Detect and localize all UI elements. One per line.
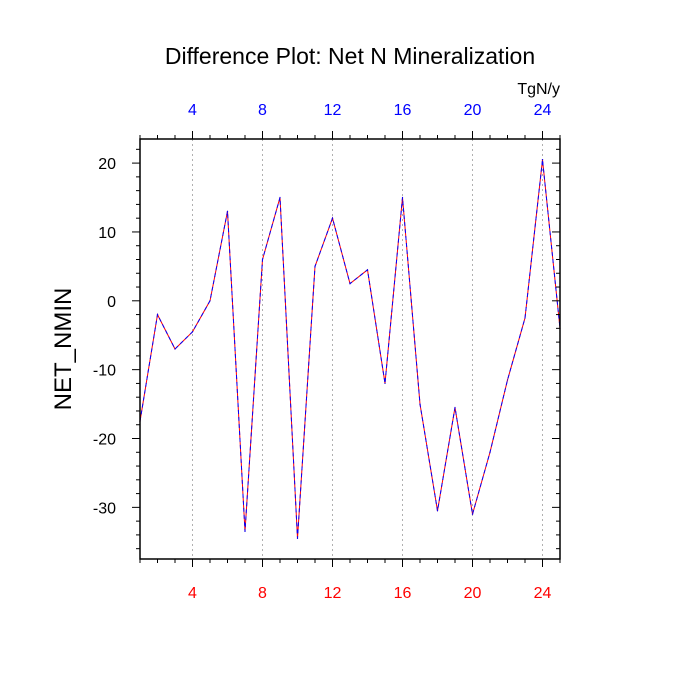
y-axis-label: NET_NMIN <box>50 288 77 411</box>
data-point <box>454 406 456 409</box>
chart-title: Difference Plot: Net N Mineralization <box>165 43 535 69</box>
y-tick-label: -30 <box>93 500 116 517</box>
y-tick-label: 0 <box>107 294 116 311</box>
data-point <box>366 269 369 271</box>
x-tick-label-bottom: 20 <box>464 585 482 602</box>
y-tick-label: 20 <box>98 156 116 173</box>
x-tick-label-bottom: 24 <box>534 585 552 602</box>
data-point <box>296 537 299 539</box>
data-point <box>384 382 386 385</box>
data-point <box>506 379 509 381</box>
y-tick-label: -10 <box>93 363 116 380</box>
data-point <box>331 217 334 219</box>
data-point <box>471 513 474 515</box>
tick-layer <box>132 131 561 567</box>
plot-frame <box>139 138 561 560</box>
data-point <box>261 258 264 261</box>
y-tick-label: -20 <box>93 432 116 449</box>
data-point <box>419 403 421 405</box>
x-tick-label-bottom: 8 <box>258 585 267 602</box>
data-point <box>541 159 544 161</box>
data-point <box>244 530 246 533</box>
data-point <box>489 451 491 453</box>
data-point <box>156 313 159 316</box>
y-tick-label: 10 <box>98 225 116 242</box>
x-tick-label-top: 4 <box>188 102 197 119</box>
data-point <box>349 282 351 285</box>
tick-label-layer: 4 4 8 8 12 12 16 16 20 20 24 24 20 10 0 -10 -20 -30 <box>93 102 552 602</box>
data-point <box>436 510 439 512</box>
x-tick-label-top: 16 <box>394 102 412 119</box>
x-tick-label-top: 20 <box>464 102 482 119</box>
grid-layer <box>192 139 543 559</box>
series-line-series_red <box>139 159 561 539</box>
x-tick-label-bottom: 4 <box>188 585 197 602</box>
series-layer <box>139 159 561 539</box>
x-tick-label-bottom: 16 <box>394 585 412 602</box>
x-tick-label-top: 8 <box>258 102 267 119</box>
units-label: TgN/y <box>517 81 560 98</box>
x-tick-label-bottom: 12 <box>324 585 342 602</box>
data-point <box>209 300 211 302</box>
x-tick-label-top: 12 <box>324 102 342 119</box>
data-point <box>314 265 316 267</box>
data-point <box>279 196 281 199</box>
x-tick-label-top: 24 <box>534 102 552 119</box>
data-point <box>524 317 526 319</box>
data-point <box>401 196 404 199</box>
series-line-series_blue <box>139 159 561 539</box>
data-point <box>226 210 229 212</box>
data-point <box>174 348 176 350</box>
data-point <box>191 331 194 333</box>
